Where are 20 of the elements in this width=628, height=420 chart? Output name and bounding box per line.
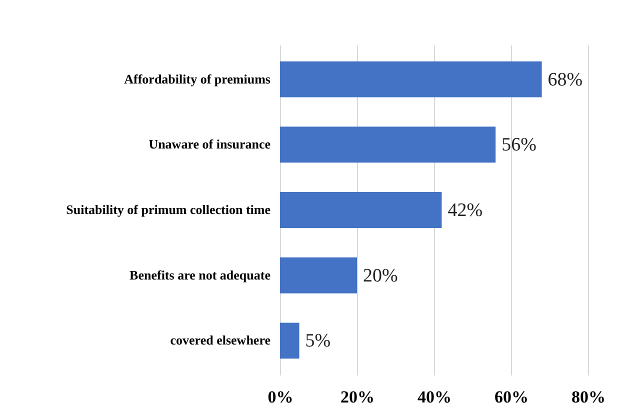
x-tick-label: 20% [340,388,374,406]
y-tick-label: Affordability of premiums [124,71,270,86]
x-tick-label: 60% [494,388,528,406]
data-label: 68% [548,69,583,90]
data-label: 5% [305,330,331,352]
data-label: 56% [502,134,537,156]
x-tick-label: 80% [572,388,606,406]
data-label: 20% [363,265,398,286]
bar [280,192,442,228]
x-tick-label: 0% [268,388,294,406]
bar [280,126,496,163]
bar [280,61,542,98]
bar [280,257,357,294]
y-tick-label: covered elsewhere [170,332,271,348]
y-tick-label: Benefits are not adequate [130,267,271,282]
x-tick-label: 40% [418,388,452,406]
bar [280,322,300,359]
y-tick-label: Unaware of insurance [148,136,271,152]
data-label: 42% [448,200,483,221]
y-tick-label: Suitability of primum collection time [66,202,271,217]
